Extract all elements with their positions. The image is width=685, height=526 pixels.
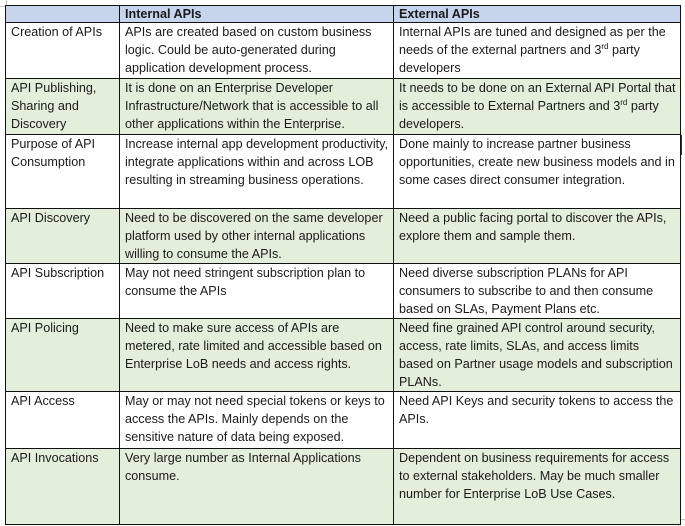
internal-description: Increase internal app development produc… <box>125 137 388 187</box>
cell-internal: Need to make sure access of APIs are met… <box>119 318 394 392</box>
external-description: Done mainly to increase partner business… <box>399 137 675 187</box>
cell-external: Dependent on business requirements for a… <box>393 448 681 525</box>
header-internal-apis: Internal APIs <box>119 5 394 23</box>
aspect-label: API Access <box>11 394 75 408</box>
cell-aspect: API Policing <box>5 318 120 392</box>
external-description-cont: party developers <box>399 43 640 75</box>
cell-internal: May or may not need special tokens or ke… <box>119 391 394 449</box>
internal-description: Need to make sure access of APIs are met… <box>125 321 382 371</box>
external-description-cont: party developers. <box>399 99 659 131</box>
cell-internal: Increase internal app development produc… <box>119 134 394 209</box>
aspect-label: API Subscription <box>11 266 105 280</box>
internal-description: APIs are created based on custom busines… <box>125 25 372 75</box>
corner-crop-mark <box>0 0 7 7</box>
cell-internal: Need to be discovered on the same develo… <box>119 208 394 264</box>
table-row: Purpose of API Consumption Increase inter… <box>5 134 681 209</box>
internal-description: Need to be discovered on the same develo… <box>125 211 383 261</box>
header-external-apis: External APIs <box>393 5 681 23</box>
external-description: Internal APIs are tuned and designed as … <box>399 25 666 57</box>
cell-aspect: API Access <box>5 391 120 449</box>
cell-external: Need fine grained API control around sec… <box>393 318 681 392</box>
cell-aspect: Purpose of API Consumption <box>5 134 120 209</box>
external-description: Need diverse subscription PLANs for API … <box>399 266 654 316</box>
table-header-row: Internal APIs External APIs <box>5 5 681 23</box>
table-row: API Subscription May not need stringent s… <box>5 263 681 319</box>
aspect-label: API Invocations <box>11 451 99 465</box>
cell-external: Done mainly to increase partner business… <box>393 134 681 209</box>
aspect-label: Creation of APIs <box>11 25 103 39</box>
cell-external: Need diverse subscription PLANs for API … <box>393 263 681 319</box>
table-row: API Discovery Need to be discovered on th… <box>5 208 681 264</box>
aspect-label: Purpose of API Consumption <box>11 137 96 169</box>
cell-external: It needs to be done on an External API P… <box>393 78 681 135</box>
cell-internal: APIs are created based on custom busines… <box>119 22 394 79</box>
aspect-label: API Discovery <box>11 211 91 225</box>
internal-description: Very large number as Internal Applicatio… <box>125 451 361 483</box>
cell-internal: Very large number as Internal Applicatio… <box>119 448 394 525</box>
table-body: Creation of APIs APIs are created based o… <box>5 22 681 525</box>
aspect-label: API Policing <box>11 321 79 335</box>
external-description: Dependent on business requirements for a… <box>399 451 670 501</box>
internal-description: May not need stringent subscription plan… <box>125 266 366 298</box>
cell-aspect: API Publishing, Sharing and Discovery <box>5 78 120 135</box>
cell-aspect: API Subscription <box>5 263 120 319</box>
cell-external: Internal APIs are tuned and designed as … <box>393 22 681 79</box>
cell-external: Need a public facing portal to discover … <box>393 208 681 264</box>
header-aspect <box>5 5 120 23</box>
ordinal-suffix: rd <box>601 41 609 51</box>
table-row: API Policing Need to make sure access of … <box>5 318 681 392</box>
cell-aspect: API Invocations <box>5 448 120 525</box>
table-row: API Invocations Very large number as Inte… <box>5 448 681 525</box>
aspect-label: API Publishing, Sharing and Discovery <box>11 81 97 131</box>
external-description: Need fine grained API control around sec… <box>399 321 673 389</box>
table-row: API Access May or may not need special to… <box>5 391 681 449</box>
cell-internal: It is done on an Enterprise Developer In… <box>119 78 394 135</box>
table-row: API Publishing, Sharing and Discovery It … <box>5 78 681 135</box>
cell-aspect: API Discovery <box>5 208 120 264</box>
cell-internal: May not need stringent subscription plan… <box>119 263 394 319</box>
cell-external: Need API Keys and security tokens to acc… <box>393 391 681 449</box>
table-row: Creation of APIs APIs are created based o… <box>5 22 681 79</box>
external-description: Need API Keys and security tokens to acc… <box>399 394 674 426</box>
cell-aspect: Creation of APIs <box>5 22 120 79</box>
external-description: Need a public facing portal to discover … <box>399 211 667 243</box>
internal-description: It is done on an Enterprise Developer In… <box>125 81 379 131</box>
external-description: It needs to be done on an External API P… <box>399 81 676 113</box>
text-cursor <box>681 135 682 155</box>
internal-description: May or may not need special tokens or ke… <box>125 394 385 444</box>
ordinal-suffix: rd <box>620 97 628 107</box>
api-comparison-table: Internal APIs External APIs Creation of … <box>5 5 681 525</box>
